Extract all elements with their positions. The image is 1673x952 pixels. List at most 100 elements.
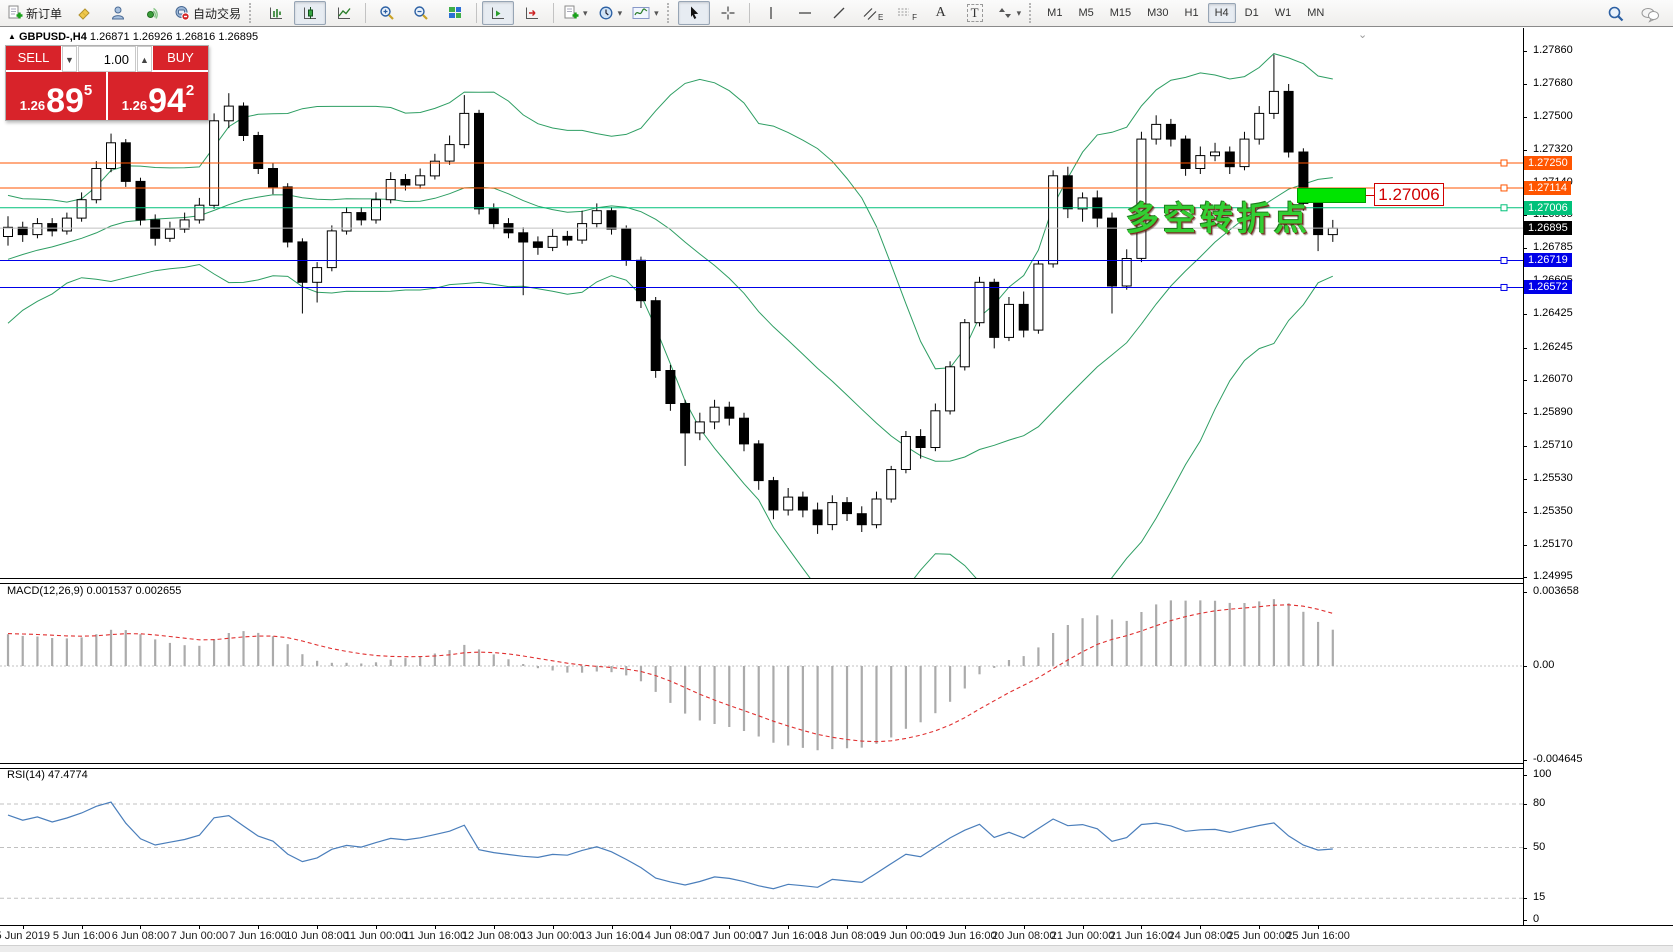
- period-button[interactable]: ▾: [594, 1, 627, 25]
- symbol-title: GBPUSD-,H4: [18, 31, 87, 43]
- timeframe-M5[interactable]: M5: [1078, 7, 1094, 19]
- toolbar-grip[interactable]: [1029, 3, 1036, 23]
- macd-axis-label: -0.004645: [1533, 753, 1583, 765]
- eraser-button[interactable]: [68, 1, 100, 25]
- bar-chart-button[interactable]: [260, 1, 292, 25]
- new-order-button[interactable]: 新订单: [3, 1, 66, 25]
- buy-button[interactable]: BUY: [153, 46, 208, 72]
- macd-pane[interactable]: [0, 583, 1523, 763]
- profile-button[interactable]: [102, 1, 134, 25]
- dropdown-caret[interactable]: ▾: [617, 7, 623, 18]
- auto-trading-icon: [175, 6, 190, 21]
- price-axis-tick-label: 1.26425: [1533, 307, 1573, 320]
- price-axis-badge[interactable]: 1.27250: [1524, 155, 1572, 170]
- volume-increase-button[interactable]: ▲: [137, 46, 152, 72]
- horizontal-line-button[interactable]: [789, 1, 821, 25]
- rsi-axis-label: 100: [1533, 768, 1552, 780]
- community-chat-button[interactable]: [1634, 2, 1666, 26]
- auto-trading-button[interactable]: 自动交易: [170, 1, 245, 25]
- timeframe-MN[interactable]: MN: [1307, 7, 1325, 19]
- pane-separator[interactable]: [0, 578, 1523, 584]
- price-axis-badge[interactable]: 1.27006: [1524, 200, 1572, 215]
- price-line-handle[interactable]: [1500, 256, 1508, 264]
- vertical-line-icon: [769, 7, 772, 19]
- pane-separator[interactable]: [0, 763, 1523, 769]
- toolbar-separator: [553, 3, 555, 23]
- price-highlight-rectangle[interactable]: [1297, 188, 1366, 203]
- timeframe-M15[interactable]: M15: [1109, 7, 1132, 19]
- price-line-handle[interactable]: [1500, 283, 1508, 291]
- new-chart-button[interactable]: ▾: [559, 1, 592, 25]
- timeframe-H1[interactable]: H1: [1184, 7, 1199, 19]
- trendline-button[interactable]: [823, 1, 855, 25]
- price-axis-tick-label: 1.26605: [1533, 274, 1573, 287]
- dropdown-caret[interactable]: ▾: [1016, 7, 1022, 18]
- volume-input[interactable]: [78, 46, 136, 72]
- dropdown-caret[interactable]: ▾: [654, 7, 659, 18]
- text-label-icon: T: [966, 4, 983, 22]
- time-axis-label: 10 Jun 08:00: [285, 930, 349, 942]
- toolbar-grip[interactable]: [666, 3, 674, 23]
- tile-windows-button[interactable]: [439, 1, 471, 25]
- timeframe-M1[interactable]: M1: [1047, 7, 1063, 19]
- chinese-annotation[interactable]: 多空转折点: [1126, 200, 1311, 237]
- price-line-handle[interactable]: [1500, 159, 1508, 167]
- signals-icon: [147, 7, 158, 19]
- price-line-handle[interactable]: [1500, 204, 1508, 212]
- buy-price-prefix: 1.26: [121, 98, 148, 113]
- time-axis-label: 20 Jun 08:00: [991, 930, 1056, 942]
- signals-button[interactable]: [136, 1, 168, 25]
- timeframe-M30[interactable]: M30: [1147, 7, 1169, 19]
- collapse-triangle-icon[interactable]: ▲: [8, 32, 16, 41]
- sell-price-prefix: 1.26: [19, 98, 46, 113]
- macd-value-main: 0.001537: [86, 585, 133, 597]
- price-axis-tick-label: 1.25710: [1533, 438, 1573, 451]
- sell-price[interactable]: 1.26 89 5: [6, 72, 106, 120]
- zoom-out-button[interactable]: [405, 1, 437, 25]
- equidistant-channel-button[interactable]: E: [857, 1, 889, 25]
- sell-button[interactable]: SELL: [6, 46, 61, 72]
- price-axis-badge[interactable]: 1.26895: [1524, 221, 1572, 236]
- text-tool-button[interactable]: A: [925, 1, 957, 25]
- arrows-tool-icon: [998, 8, 1011, 18]
- time-axis-label: 13 Jun 16:00: [579, 930, 644, 942]
- time-axis-label: 11 Jun 16:00: [403, 930, 467, 942]
- dropdown-caret[interactable]: ▾: [583, 7, 588, 18]
- sell-price-big: 89: [46, 82, 84, 120]
- indicators-button[interactable]: ▾: [628, 1, 663, 25]
- timeframe-W1[interactable]: W1: [1274, 7, 1292, 19]
- toolbar-separator: [476, 3, 478, 23]
- price-annotation-label[interactable]: 1.27006: [1374, 183, 1444, 206]
- fibonacci-button[interactable]: F: [891, 1, 923, 25]
- time-axis-label: 21 Jun 00:00: [1050, 930, 1115, 942]
- auto-scroll-icon: [492, 7, 505, 19]
- price-axis-badge[interactable]: 1.27114: [1524, 180, 1571, 195]
- vertical-line-button[interactable]: [755, 1, 787, 25]
- candlestick-chart-button[interactable]: [294, 1, 327, 25]
- crosshair-button[interactable]: [712, 1, 744, 25]
- rsi-pane[interactable]: [0, 767, 1523, 924]
- arrows-tool-button[interactable]: ▾: [993, 1, 1026, 25]
- macd-histogram: [6, 599, 1334, 751]
- toolbar-grip[interactable]: [249, 3, 256, 23]
- zoom-in-button[interactable]: [371, 1, 403, 25]
- search-button[interactable]: [1600, 2, 1632, 26]
- line-chart-button[interactable]: [328, 1, 360, 25]
- crosshair-icon: [721, 6, 735, 20]
- text-label-button[interactable]: T: [959, 1, 991, 25]
- timeframe-H4[interactable]: H4: [1207, 3, 1236, 23]
- main-chart[interactable]: [0, 28, 1523, 578]
- indicators-icon: [632, 7, 650, 19]
- volume-decrease-button[interactable]: ▼: [62, 46, 77, 72]
- price-label-connector: [1366, 195, 1374, 196]
- toolbar-right: [1599, 2, 1667, 26]
- buy-price[interactable]: 1.26 94 2: [108, 72, 208, 120]
- timeframe-D1[interactable]: D1: [1244, 7, 1259, 19]
- price-axis-badge[interactable]: 1.26719: [1524, 253, 1572, 268]
- cursor-button[interactable]: [677, 1, 710, 25]
- price-axis-badge[interactable]: 1.26572: [1524, 280, 1572, 295]
- price-line-handle[interactable]: [1500, 184, 1508, 192]
- auto-scroll-button[interactable]: [482, 1, 515, 25]
- chart-shift-button[interactable]: [516, 1, 548, 25]
